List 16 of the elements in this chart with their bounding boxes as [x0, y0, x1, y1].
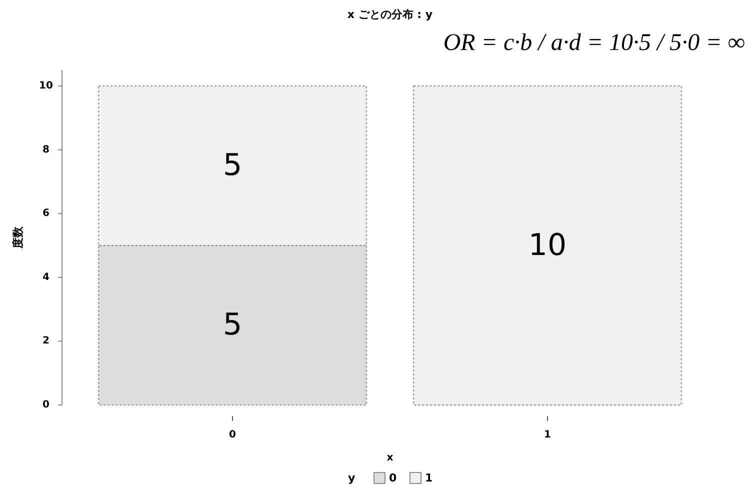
data-label: 5: [222, 308, 242, 343]
data-label: 5: [222, 148, 242, 184]
y-tick-label: 4: [42, 272, 50, 283]
y-tick-label: 6: [42, 208, 50, 220]
x-axis-title: x: [386, 452, 394, 464]
chart-title: x ごとの分布 : y: [347, 8, 433, 21]
y-tick-label: 8: [42, 144, 50, 156]
legend-title: y: [348, 472, 356, 484]
y-tick-label: 2: [42, 336, 50, 347]
legend-label: 1: [425, 472, 433, 484]
y-axis-title: 度数: [12, 226, 24, 250]
legend-label: 0: [389, 472, 397, 484]
y-tick-label: 10: [39, 80, 53, 92]
data-label: 10: [528, 228, 567, 263]
text: OR = c·b / a·d = 10·5 / 5·0 = ∞: [443, 30, 745, 56]
y-tick-label: 0: [42, 400, 50, 410]
